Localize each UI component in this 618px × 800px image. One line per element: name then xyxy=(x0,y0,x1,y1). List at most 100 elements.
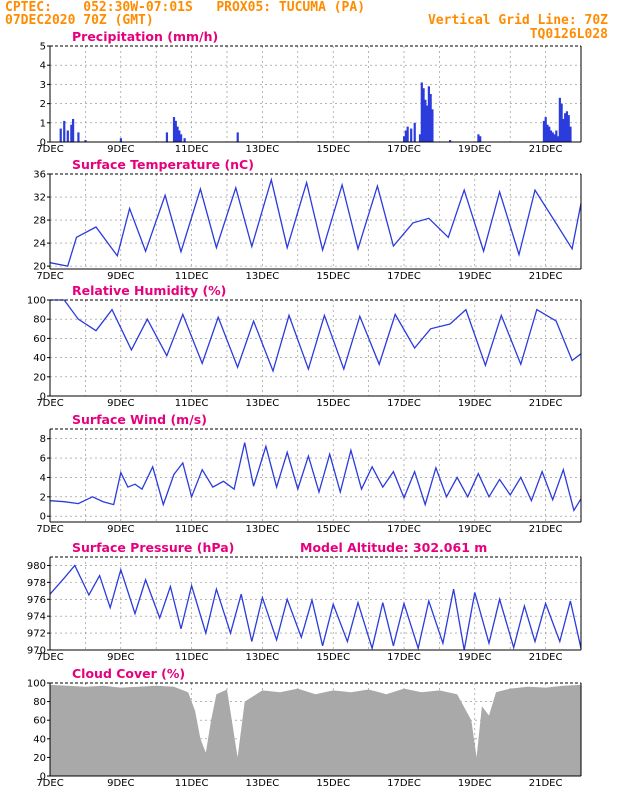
panel1-precip-bar xyxy=(555,130,558,142)
panel3-ytick-label: 80 xyxy=(33,315,46,326)
panel1-xtick-label: 19DEC xyxy=(458,144,492,155)
panel5-ytick-label: 970 xyxy=(27,646,46,657)
panel1-precip-bar xyxy=(178,130,181,142)
panel1-precip-bar xyxy=(556,136,560,142)
panel2-ytick-label: 24 xyxy=(33,239,46,250)
panel5-xtick-label: 9DEC xyxy=(107,652,134,663)
panel1-xtick-label: 15DEC xyxy=(316,144,350,155)
panel1-precip-bar xyxy=(404,130,407,142)
panel1-precip-bar xyxy=(429,94,432,142)
panel1-precip-bar xyxy=(564,113,567,142)
panel1-precip-bar xyxy=(413,122,416,142)
panel3-ytick-label: 40 xyxy=(33,353,46,364)
panel1-precip-bar xyxy=(70,124,73,142)
panel1-precip-bar xyxy=(410,128,413,142)
panel3-ytick-label: 20 xyxy=(33,372,46,383)
panel2-xtick-label: 13DEC xyxy=(246,271,280,282)
panel1-precip-bar xyxy=(176,126,179,142)
panel1-xtick-label: 11DEC xyxy=(175,144,209,155)
panel1-precip-bar xyxy=(546,124,549,142)
panel2-title: Surface Temperature (nC) xyxy=(72,157,254,172)
panel5-ytick-label: 972 xyxy=(27,629,46,640)
panel3-ytick-label: 100 xyxy=(27,296,46,307)
panel5-ytick-label: 976 xyxy=(27,595,46,606)
panel3-xtick-label: 15DEC xyxy=(316,398,350,409)
panel6-xtick-label: 13DEC xyxy=(246,778,280,789)
panel3-xtick-label: 17DEC xyxy=(387,398,421,409)
panel2-xtick-label: 15DEC xyxy=(316,271,350,282)
panel3-xtick-label: 13DEC xyxy=(246,398,280,409)
panel1-precip-bar xyxy=(427,86,430,142)
panel1-precip-bar xyxy=(548,126,551,142)
panel6-ytick-label: 80 xyxy=(33,697,46,708)
panel1-precip-bar xyxy=(551,132,554,142)
panel4-ytick-label: 6 xyxy=(40,454,46,465)
panel1-precip-bar xyxy=(558,97,561,142)
panel6-cloud-area xyxy=(50,684,581,776)
panel5-series-line xyxy=(49,564,582,651)
panel1-precip-bar xyxy=(560,103,563,142)
panel1-precip-bar xyxy=(119,138,122,142)
panel2-xtick-label: 9DEC xyxy=(107,271,134,282)
panel2-ytick-label: 32 xyxy=(33,193,46,204)
panel1-precip-bar xyxy=(477,134,480,142)
panel1-precip-bar xyxy=(449,140,452,142)
panel1-precip-bar xyxy=(426,105,429,142)
panel5-xtick-label: 15DEC xyxy=(316,652,350,663)
panel1-precip-bar xyxy=(172,117,176,142)
panel1-ytick-label: 3 xyxy=(40,80,46,91)
panel1-precip-bar xyxy=(542,120,546,142)
panel3-xtick-label: 21DEC xyxy=(529,398,563,409)
panel6-xtick-label: 21DEC xyxy=(529,778,563,789)
panel3-xtick-label: 19DEC xyxy=(458,398,492,409)
panel1-precip-bar xyxy=(424,99,427,142)
panel6-xtick-label: 15DEC xyxy=(316,778,350,789)
panel4-xtick-label: 19DEC xyxy=(458,524,492,535)
panel1-precip-bar xyxy=(406,126,409,142)
panel3-series-line xyxy=(50,299,582,374)
panel1-precip-bar xyxy=(431,109,434,142)
panel1-title: Precipitation (mm/h) xyxy=(72,29,218,44)
panel6-xtick-label: 11DEC xyxy=(175,778,209,789)
panel4-ytick-label: 2 xyxy=(40,492,46,503)
panel4-xtick-label: 15DEC xyxy=(316,524,350,535)
panel4-ytick-label: 4 xyxy=(40,473,46,484)
panel1-ytick-label: 5 xyxy=(40,42,46,53)
panel6-xtick-label: 7DEC xyxy=(36,778,63,789)
header-line2: 07DEC2020 70Z (GMT) xyxy=(5,13,154,28)
panel5-ytick-label: 974 xyxy=(27,612,46,623)
panel2-ytick-label: 28 xyxy=(33,216,46,227)
panel6-ytick-label: 40 xyxy=(33,734,46,745)
panel1-precip-bar xyxy=(174,120,177,142)
panel3-xtick-label: 7DEC xyxy=(36,398,63,409)
grid-note: Vertical Grid Line: 70Z xyxy=(427,13,608,28)
panel6-xtick-label: 17DEC xyxy=(387,778,421,789)
panel5-xtick-label: 13DEC xyxy=(246,652,280,663)
panel6-ytick-label: 20 xyxy=(33,753,46,764)
panel2-xtick-label: 7DEC xyxy=(36,271,63,282)
panel1-xtick-label: 21DEC xyxy=(529,144,563,155)
panel1-precip-bar xyxy=(422,88,425,142)
panel4-series-line xyxy=(49,442,582,513)
panel1-background xyxy=(50,46,581,142)
panel1-precip-bar xyxy=(72,118,75,142)
panel1-ytick-label: 1 xyxy=(40,118,46,129)
model-code: TQ0126L028 xyxy=(529,27,608,42)
panel1-xtick-label: 13DEC xyxy=(246,144,280,155)
panel5-title: Surface Pressure (hPa) xyxy=(72,540,234,555)
panel1-precip-bar xyxy=(77,132,80,142)
panel2-ytick-label: 36 xyxy=(33,170,46,181)
panel4-xtick-label: 21DEC xyxy=(529,524,563,535)
panel5-xtick-label: 19DEC xyxy=(458,652,492,663)
panel1-precip-bar xyxy=(236,132,239,142)
panel1-precip-bar xyxy=(565,111,569,142)
panel5-xtick-label: 7DEC xyxy=(36,652,63,663)
panel1-ytick-label: 4 xyxy=(40,61,46,72)
panel1-precip-bar xyxy=(479,136,482,142)
panel1-precip-bar xyxy=(569,126,572,142)
panel6-xtick-label: 9DEC xyxy=(107,778,134,789)
panel1-precip-bar xyxy=(66,130,69,142)
panel3-xtick-label: 11DEC xyxy=(175,398,209,409)
panel4-ytick-label: 8 xyxy=(40,434,46,445)
panel1-precip-bar xyxy=(553,134,556,142)
